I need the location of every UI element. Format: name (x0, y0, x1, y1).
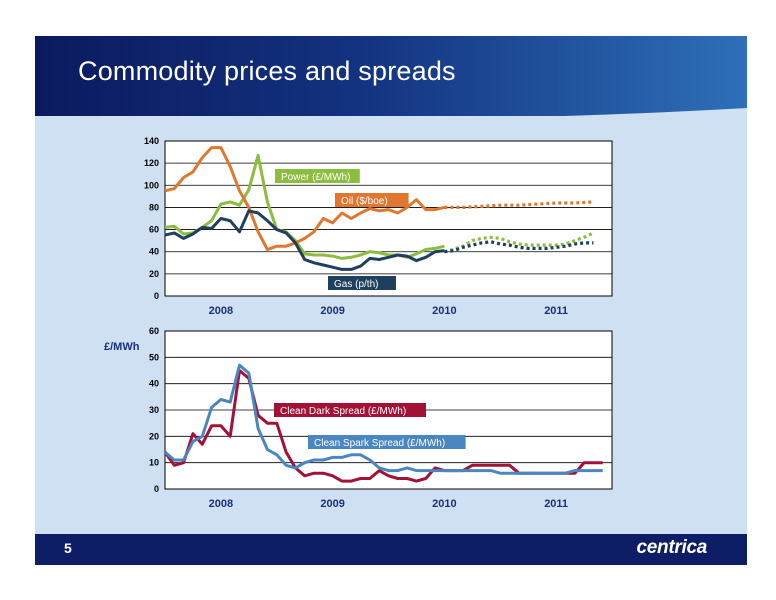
y-tick-label: 20 (149, 431, 159, 441)
centrica-logo: centrica (636, 537, 708, 558)
top-x-axis: 2008 2009 2010 2011 (209, 305, 568, 317)
series-label-box (335, 193, 409, 207)
y-tick-label: 40 (149, 379, 159, 389)
series-label-text: Power (£/MWh) (281, 172, 350, 183)
page-title: Commodity prices and spreads (78, 56, 456, 86)
y-tick-label: 80 (149, 202, 159, 212)
top-chart: 0 20 40 60 80 100 120 140 2008 2009 2010 2011 Powe… (144, 136, 613, 317)
y-tick-label: 60 (149, 225, 159, 235)
x-year-label: 2011 (544, 305, 568, 317)
bottom-y-axis-label: £/MWh (104, 341, 140, 353)
series-label-box (274, 403, 426, 417)
bottom-y-axis: 0 10 20 30 40 50 60 (149, 326, 159, 494)
y-tick-label: 0 (154, 484, 159, 494)
series-label-text: Oil ($/boe) (341, 196, 388, 207)
x-year-label: 2011 (544, 498, 568, 510)
y-tick-label: 50 (149, 352, 159, 362)
top-y-axis: 0 20 40 60 80 100 120 140 (144, 136, 159, 301)
oil-forecast-line (444, 200, 594, 209)
y-tick-label: 40 (149, 247, 159, 257)
series-label-box (275, 169, 360, 183)
y-tick-label: 10 (149, 458, 159, 468)
oil-series-label: Oil ($/boe) (335, 193, 409, 207)
bottom-chart: 0 10 20 30 40 50 60 2008 2009 2010 2011 £/MWh Cle… (104, 326, 613, 510)
header-bar: Commodity prices and spreads (35, 36, 747, 116)
x-year-label: 2009 (320, 305, 344, 317)
top-plot-area (164, 140, 613, 297)
gas-line (164, 209, 445, 271)
y-tick-label: 60 (149, 326, 159, 336)
y-tick-label: 140 (144, 136, 159, 146)
y-tick-label: 120 (144, 158, 159, 168)
gas-forecast-line (444, 240, 594, 254)
series-label-box (328, 276, 396, 290)
footer-bar: 5 centrica (35, 534, 747, 565)
bottom-series (163, 363, 603, 483)
y-tick-label: 30 (149, 405, 159, 415)
series-label-box (308, 435, 466, 449)
x-year-label: 2008 (209, 305, 233, 317)
x-year-label: 2010 (432, 305, 456, 317)
y-tick-label: 20 (149, 269, 159, 279)
spark_spread-series-label: Clean Spark Spread (£/MWh) (308, 435, 466, 449)
top-series (164, 146, 595, 271)
y-tick-label: 100 (144, 180, 159, 190)
series-label-text: Clean Spark Spread (£/MWh) (314, 438, 445, 449)
x-year-label: 2009 (320, 498, 344, 510)
dark_spread-series-label: Clean Dark Spread (£/MWh) (274, 403, 426, 417)
top-series-labels: Power (£/MWh) Oil ($/boe) Gas (p/th) (275, 169, 409, 290)
x-year-label: 2008 (209, 498, 233, 510)
series-label-text: Gas (p/th) (334, 279, 378, 290)
bottom-series-labels: Clean Dark Spread (£/MWh) Clean Spark Spr… (274, 403, 466, 449)
header-curve-decoration (35, 108, 747, 138)
x-year-label: 2010 (432, 498, 456, 510)
power-series-label: Power (£/MWh) (275, 169, 360, 183)
series-label-text: Clean Dark Spread (£/MWh) (280, 406, 406, 417)
gas-series-label: Gas (p/th) (328, 276, 396, 290)
spark_spread-line (164, 363, 603, 475)
page-number: 5 (64, 540, 72, 556)
y-tick-label: 0 (154, 291, 159, 301)
oil-line (164, 146, 445, 251)
bottom-x-axis: 2008 2009 2010 2011 (209, 498, 568, 510)
power-forecast-line (444, 231, 595, 254)
